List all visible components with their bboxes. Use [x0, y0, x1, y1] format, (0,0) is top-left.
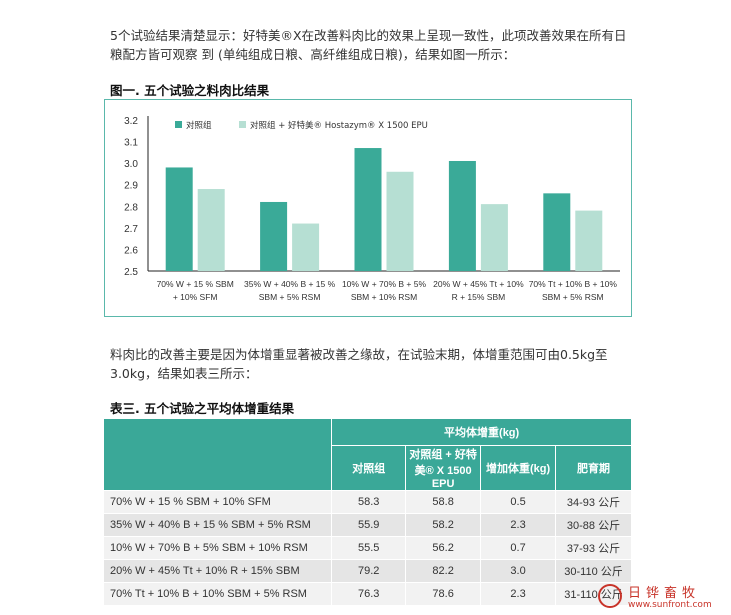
table-body: 70% W + 15 % SBM + 10% SFM 58.3 58.8 0.5 34-…	[104, 490, 632, 606]
x-tick-label: SBM + 5% RSM	[259, 292, 321, 302]
y-tick-label: 2.7	[124, 224, 138, 235]
intro-paragraph: 5个试验结果清楚显示：好特美®X在改善料肉比的效果上呈现一致性，此项改善效果在所…	[110, 28, 627, 62]
y-tick-label: 3.0	[124, 159, 138, 170]
bar	[543, 193, 571, 271]
bar	[260, 201, 288, 271]
x-tick-label: + 10% SFM	[173, 292, 218, 302]
table-title: 表三. 五个试验之平均体增重结果	[110, 401, 295, 416]
table-row: 10% W + 70% B + 5% SBM + 10% RSM 55.5 56.2…	[104, 536, 632, 560]
y-tick-label: 2.9	[124, 181, 138, 192]
row-value-cell: 79.2	[331, 559, 407, 583]
legend-swatch	[175, 121, 182, 128]
x-tick-label: 20% W + 45% Tt + 10%	[433, 279, 524, 289]
row-value-cell: 76.3	[331, 582, 407, 606]
col-header-control: 对照组	[331, 445, 407, 491]
row-value-cell: 37-93 公斤	[555, 536, 632, 560]
table-group-header: 平均体增重(kg)	[331, 419, 632, 446]
bar	[197, 189, 225, 271]
row-value-cell: 0.5	[480, 490, 557, 514]
col-header-period: 肥育期	[555, 445, 632, 491]
row-value-cell: 55.5	[331, 536, 407, 560]
legend-label: 对照组	[186, 120, 212, 131]
bar	[354, 148, 382, 271]
figure-title: 图一. 五个试验之料肉比结果	[110, 83, 270, 98]
row-value-cell: 30-110 公斤	[555, 559, 632, 583]
y-tick-label: 2.5	[124, 267, 138, 278]
watermark-name: 日铧畜牧	[628, 586, 701, 601]
body-paragraph: 料肉比的改善主要是因为体增重显著被改善之缘故，在试验末期，体增重范围可由0.5k…	[110, 347, 608, 381]
row-value-cell: 78.6	[405, 582, 482, 606]
seal-icon	[598, 584, 622, 608]
col-header-gain: 增加体重(kg)	[480, 445, 557, 491]
y-tick-label: 2.8	[124, 202, 138, 213]
row-diet-cell: 70% Tt + 10% B + 10% SBM + 5% RSM	[104, 582, 333, 606]
table-row: 70% W + 15 % SBM + 10% SFM 58.3 58.8 0.5 34-…	[104, 490, 632, 514]
y-tick-label: 3.2	[124, 116, 138, 127]
legend-label: 对照组 + 好特美® Hostazym® X 1500 EPU	[250, 120, 428, 131]
row-value-cell: 58.3	[331, 490, 407, 514]
bar	[480, 204, 508, 271]
watermark-url: www.sunfront.com	[628, 600, 712, 610]
row-diet-cell: 70% W + 15 % SBM + 10% SFM	[104, 490, 333, 514]
table-corner	[104, 419, 333, 491]
fcr-bar-chart: 2.5 2.6 2.7 2.8 2.9 3.0 3.1 3.2 对照组 对照组 + 好特美® Ho…	[124, 116, 620, 302]
row-value-cell: 3.0	[480, 559, 557, 583]
row-value-cell: 56.2	[405, 536, 482, 560]
x-tick-label: SBM + 10% RSM	[351, 292, 417, 302]
row-value-cell: 58.8	[405, 490, 482, 514]
y-tick-label: 3.1	[124, 138, 138, 149]
x-tick-label: 70% W + 15 % SBM	[157, 279, 234, 289]
bar	[575, 210, 603, 271]
bar	[448, 160, 476, 271]
watermark-logo: 日铧畜牧 www.sunfront.com	[596, 582, 731, 615]
table-row: 20% W + 45% Tt + 10% R + 15% SBM 79.2 82.2…	[104, 559, 632, 583]
table-row: 35% W + 40% B + 15 % SBM + 5% RSM 55.9 58.…	[104, 513, 632, 537]
row-value-cell: 2.3	[480, 513, 557, 537]
col-header-treatment: 对照组 + 好特美® X 1500 EPU	[405, 445, 482, 491]
row-value-cell: 30-88 公斤	[555, 513, 632, 537]
bar	[165, 167, 193, 271]
x-tick-label: 70% Tt + 10% B + 10%	[529, 279, 618, 289]
row-diet-cell: 10% W + 70% B + 5% SBM + 10% RSM	[104, 536, 333, 560]
row-value-cell: 55.9	[331, 513, 407, 537]
row-diet-cell: 20% W + 45% Tt + 10% R + 15% SBM	[104, 559, 333, 583]
x-tick-label: R + 15% SBM	[452, 292, 506, 302]
table-row: 70% Tt + 10% B + 10% SBM + 5% RSM 76.3 78.…	[104, 582, 632, 606]
bar	[386, 171, 414, 271]
weight-gain-table: 平均体增重(kg) 对照组 对照组 + 好特美® X 1500 EPU 增加体重…	[104, 419, 632, 606]
row-value-cell: 34-93 公斤	[555, 490, 632, 514]
chart-frame: 2.5 2.6 2.7 2.8 2.9 3.0 3.1 3.2 对照组 对照组 + 好特美® Ho…	[104, 99, 632, 317]
row-value-cell: 2.3	[480, 582, 557, 606]
x-tick-label: 10% W + 70% B + 5%	[342, 279, 427, 289]
row-value-cell: 58.2	[405, 513, 482, 537]
row-diet-cell: 35% W + 40% B + 15 % SBM + 5% RSM	[104, 513, 333, 537]
legend-swatch	[239, 121, 246, 128]
x-tick-label: SBM + 5% RSM	[542, 292, 604, 302]
y-tick-label: 2.6	[124, 245, 138, 256]
x-tick-label: 35% W + 40% B + 15 %	[244, 279, 336, 289]
bar	[292, 223, 320, 271]
row-value-cell: 82.2	[405, 559, 482, 583]
row-value-cell: 0.7	[480, 536, 557, 560]
